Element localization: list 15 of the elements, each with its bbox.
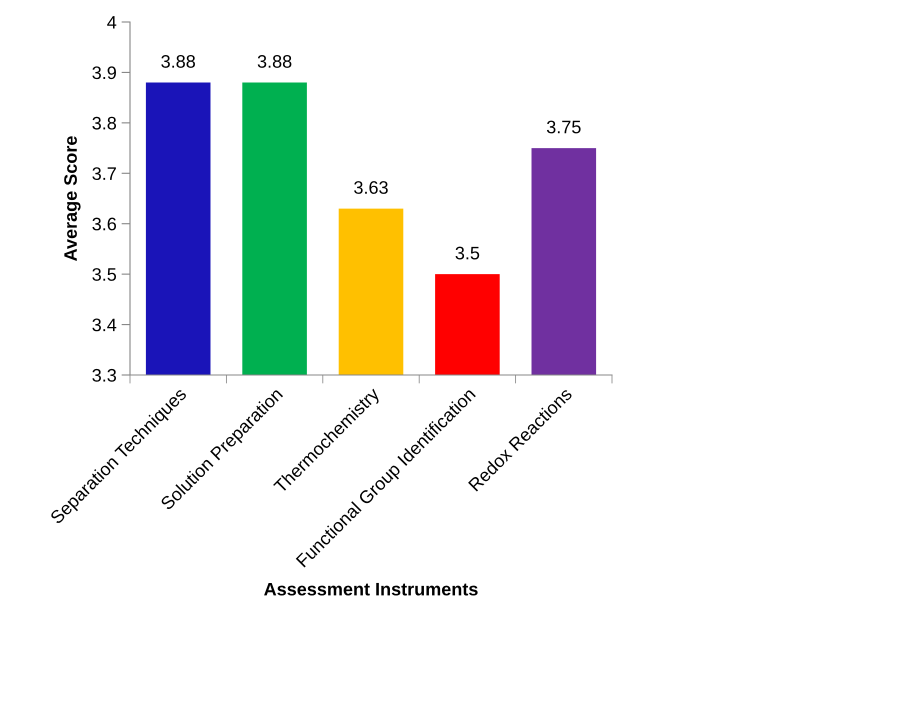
y-tick-label: 3.9 [92, 66, 116, 80]
y-tick-label: 3.5 [92, 268, 116, 281]
data-label: 3.5 [456, 246, 480, 260]
data-label: 3.75 [546, 120, 581, 134]
x-axis-title: Assessment Instruments [264, 582, 478, 596]
y-axis-title: Average Score [64, 136, 81, 261]
y-tick-label: 3.4 [92, 318, 116, 332]
data-label: 3.88 [258, 55, 292, 68]
y-tick-label: 3.7 [92, 167, 116, 180]
y-tick-label: 3.6 [92, 218, 116, 230]
y-tick-label: 3.3 [92, 368, 116, 382]
data-label: 3.63 [354, 181, 388, 194]
data-label: 3.88 [161, 55, 195, 68]
y-tick-label: 4 [107, 16, 116, 29]
y-tick-label: 3.8 [92, 116, 116, 130]
